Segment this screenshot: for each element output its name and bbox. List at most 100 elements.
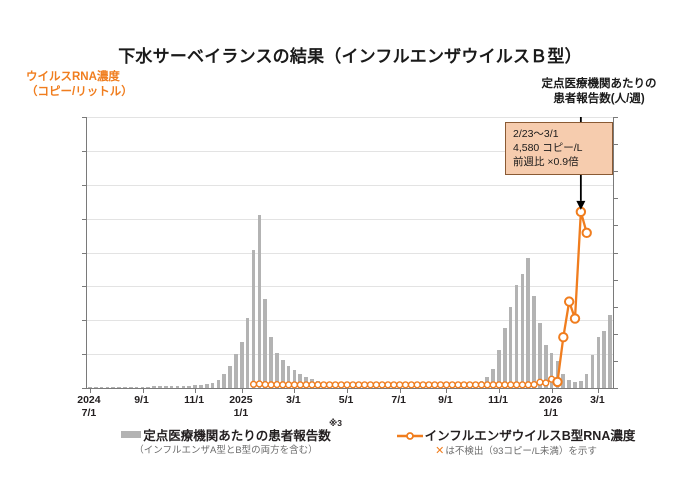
bar-column xyxy=(497,350,501,388)
y-axis-tick-left xyxy=(82,320,87,322)
y-axis-tick-left xyxy=(82,286,87,288)
x-axis-tick xyxy=(399,388,401,393)
x-axis-label-line1: 9/1 xyxy=(134,394,149,406)
gridline xyxy=(87,218,613,220)
x-axis-label-line1: 11/1 xyxy=(184,394,205,406)
bar-column xyxy=(181,385,186,388)
bar-column xyxy=(175,385,180,388)
y-axis-tick-left xyxy=(82,252,87,254)
x-axis-tick xyxy=(499,388,501,393)
x-axis-label-line2: 1/1 xyxy=(233,407,249,419)
rna-data-point xyxy=(581,227,592,239)
rna-data-point xyxy=(552,376,563,388)
rna-data-point xyxy=(530,381,538,389)
x-axis-label-line1: 2026 xyxy=(538,394,563,406)
bar-column xyxy=(199,384,203,388)
bar-column xyxy=(292,370,297,388)
bar-column xyxy=(134,386,139,388)
left-axis-title-line1: ウイルスRNA濃度 xyxy=(26,71,120,83)
rna-data-point xyxy=(563,296,575,307)
bar-column xyxy=(111,387,116,388)
x-axis-tick xyxy=(241,388,243,393)
x-axis-label: 3/1 xyxy=(258,394,328,407)
legend-item-line: インフルエンザウイルスB型RNA濃度 ✕は不検出（93コピー/L未満）を示す xyxy=(366,428,666,459)
bar-column xyxy=(608,314,612,388)
x-axis-label: 9/1 xyxy=(107,394,177,407)
right-axis-title: 定点医療機関あたりの 患者報告数(人/週) xyxy=(504,77,694,107)
bar-column xyxy=(538,322,542,388)
y-axis-tick-right xyxy=(613,171,618,173)
bar-column xyxy=(240,341,244,388)
bar-column xyxy=(596,336,601,388)
y-axis-tick-left xyxy=(82,117,87,118)
bar-column xyxy=(508,306,513,388)
bar-column xyxy=(123,386,127,388)
bar-column xyxy=(99,387,104,388)
rna-data-point xyxy=(569,313,581,324)
y-axis-tick-right xyxy=(613,306,618,308)
x-axis-tick xyxy=(446,388,448,393)
bar-column xyxy=(158,386,162,388)
legend-item-bars: 定点医療機関あたりの患者報告数 （インフルエンザA型とB型の両方を含む） xyxy=(96,428,356,458)
x-axis-label-line1: 3/1 xyxy=(590,394,605,406)
bar-column xyxy=(269,336,273,388)
bar-column xyxy=(169,386,174,388)
bar-column xyxy=(204,383,209,388)
bar-column xyxy=(228,366,232,388)
bar-column xyxy=(280,359,285,388)
legend-bars-note: （インフルエンザA型とB型の両方を含む） xyxy=(134,445,318,456)
gridline xyxy=(87,252,613,254)
bar-column xyxy=(532,295,536,388)
gridline xyxy=(87,286,613,288)
bar-column xyxy=(216,379,221,388)
legend-line-label: インフルエンザウイルスB型RNA濃度 xyxy=(424,429,636,443)
bar-column xyxy=(93,387,98,388)
x-axis-label-line1: 2025 xyxy=(229,394,253,406)
x-axis-label: 11/1 xyxy=(159,394,229,407)
x-axis-label-line1: 7/1 xyxy=(391,394,406,406)
callout-value: 4,580 コピー/L xyxy=(513,142,583,154)
bar-column xyxy=(491,369,495,388)
gridline xyxy=(87,184,613,186)
x-axis-label: 11/1 xyxy=(463,394,533,407)
bar-swatch-icon xyxy=(121,431,142,438)
bar-column xyxy=(128,386,133,388)
right-axis-title-line1: 定点医療機関あたりの xyxy=(541,78,657,90)
x-axis-label-line2: 7/1 xyxy=(81,407,97,419)
rna-concentration-series xyxy=(249,206,592,389)
x-axis-label-line1: 3/1 xyxy=(286,394,301,406)
bar-column xyxy=(275,352,279,388)
x-axis-tick xyxy=(142,388,144,393)
legend-line-row: インフルエンザウイルスB型RNA濃度 xyxy=(366,428,666,444)
left-axis-title-line2: （コピー/リットル） xyxy=(26,86,133,98)
x-axis-tick xyxy=(294,388,296,393)
x-axis-tick xyxy=(89,388,91,393)
x-axis-label: 2024 7/1 xyxy=(54,394,124,420)
line-swatch-icon xyxy=(396,429,423,440)
y-axis-tick-right xyxy=(613,333,618,335)
bar-column xyxy=(257,214,262,388)
bar-column xyxy=(543,344,548,388)
x-axis-tick xyxy=(347,388,349,393)
bar-column xyxy=(164,386,168,388)
x-axis-label: 2025 1/1 xyxy=(206,394,276,420)
y-axis-tick-left xyxy=(82,388,87,389)
y-axis-tick-right xyxy=(613,198,618,200)
bar-column xyxy=(590,355,595,388)
rna-data-point xyxy=(558,331,569,343)
bar-column xyxy=(520,274,525,388)
callout-annotation: 2/23～3/1 4,580 コピー/L 前週比 ×0.9倍 xyxy=(505,122,613,175)
bar-column xyxy=(573,382,577,388)
x-axis-label: 9/1 xyxy=(410,394,480,407)
left-axis-title: ウイルスRNA濃度 （コピー/リットル） xyxy=(26,70,176,100)
bar-column xyxy=(187,385,192,388)
bar-column xyxy=(245,317,250,388)
x-axis-tick xyxy=(598,388,600,393)
x-axis-label: 2026 1/1 xyxy=(516,394,586,420)
bar-column xyxy=(263,298,267,388)
bar-column xyxy=(578,381,583,388)
bar-column xyxy=(140,386,145,388)
x-axis-tick xyxy=(195,388,197,393)
callout-period: 2/23～3/1 xyxy=(513,128,559,140)
